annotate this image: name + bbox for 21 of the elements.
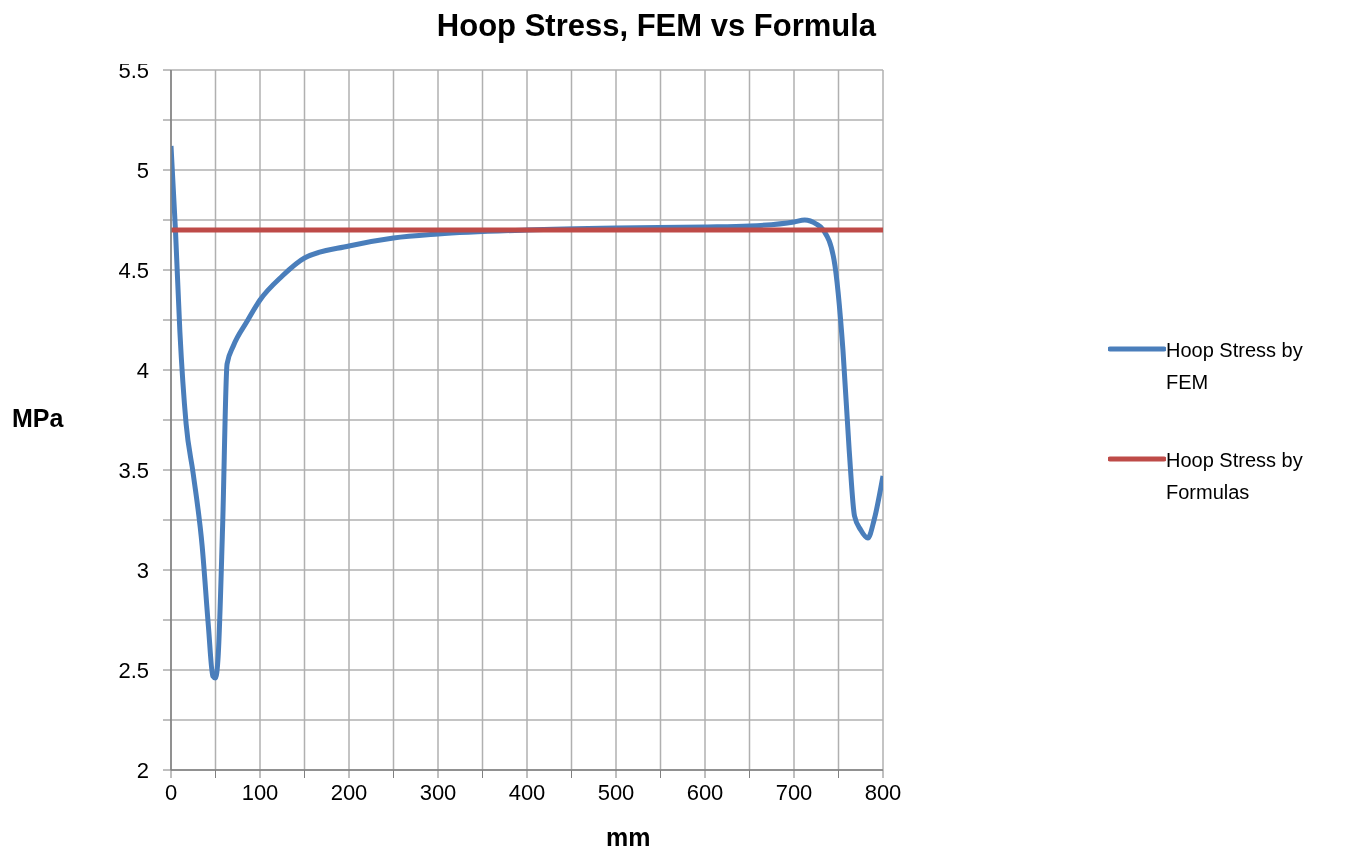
x-tick-label: 100 <box>241 779 279 805</box>
x-tick-label: 700 <box>775 779 813 805</box>
y-tick-label: 5 <box>136 157 149 183</box>
legend-label: Hoop Stress by FEM <box>1166 338 1304 395</box>
chart-title: Hoop Stress, FEM vs Formula <box>436 8 877 43</box>
y-axis-title: MPa <box>12 404 64 433</box>
legend-label: Hoop Stress by Formulas <box>1166 448 1304 505</box>
y-tick-label: 3 <box>136 557 149 583</box>
x-tick-label: 500 <box>597 779 635 805</box>
y-tick-label: 3.5 <box>118 457 149 483</box>
y-tick-label: 2.5 <box>118 657 149 683</box>
x-axis-title: mm <box>606 823 651 852</box>
x-tick-label: 600 <box>686 779 724 805</box>
x-tick-label: 400 <box>508 779 546 805</box>
x-tick-label: 200 <box>330 779 368 805</box>
x-tick-label: 0 <box>164 779 178 805</box>
y-tick-label: 4 <box>136 357 149 383</box>
y-tick-label: 4.5 <box>118 257 149 283</box>
x-tick-label: 800 <box>864 779 902 805</box>
x-tick-label: 300 <box>419 779 457 805</box>
y-tick-label: 2 <box>136 757 149 783</box>
